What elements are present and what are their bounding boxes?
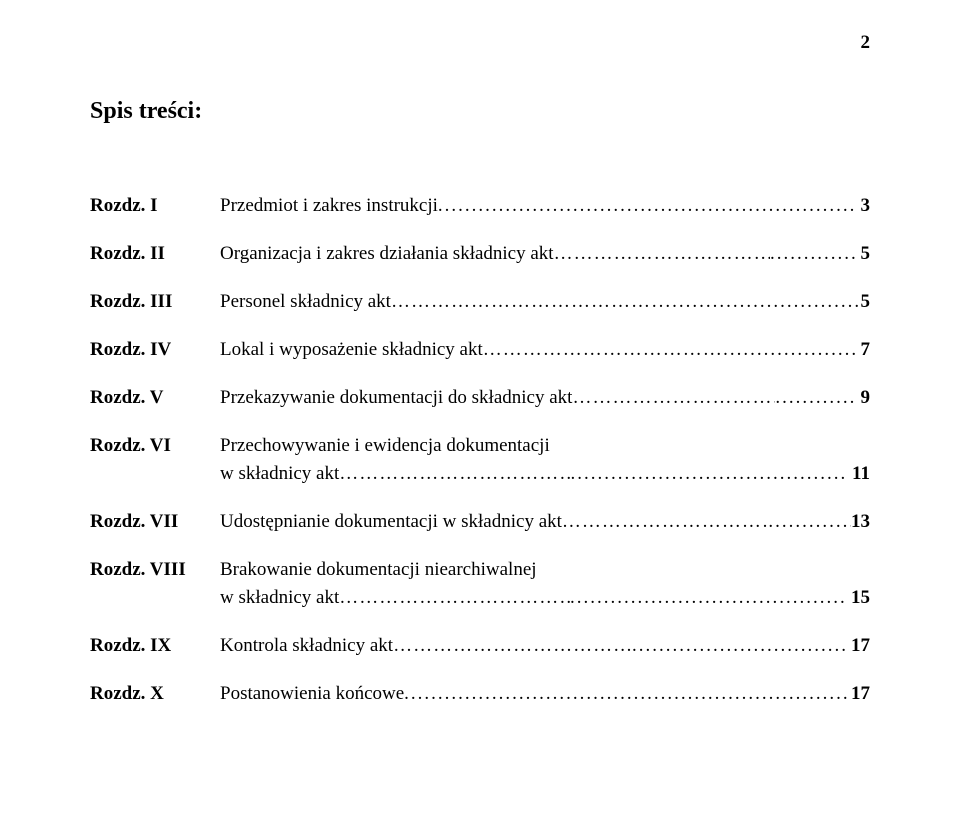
page-title: Spis treści: — [90, 98, 870, 125]
toc-page: 7 — [857, 339, 871, 361]
toc-leader — [632, 635, 847, 657]
toc-label: Rozdz. VIII — [90, 559, 220, 581]
toc-leader — [438, 195, 857, 217]
toc-entry: Postanowienia końcowe 17 — [220, 683, 870, 705]
toc-row: Rozdz. III Personel składnicy akt 5 — [90, 291, 870, 313]
toc-label: Rozdz. II — [90, 243, 220, 265]
toc-page: 15 — [847, 587, 870, 609]
toc-page: 11 — [848, 463, 870, 485]
toc-row: Rozdz. VI Przechowywanie i ewidencja dok… — [90, 435, 870, 457]
toc-leader — [716, 339, 856, 361]
toc-page: 3 — [857, 195, 871, 217]
toc-page: 17 — [847, 683, 870, 705]
toc-row: Rozdz. IV Lokal i wyposażenie składnicy … — [90, 339, 870, 361]
toc-entry: w składnicy akt 15 — [220, 587, 870, 609]
toc-text: Postanowienia końcowe — [220, 683, 404, 705]
toc-text: Personel składnicy akt — [220, 291, 391, 313]
toc-page: 9 — [857, 387, 871, 409]
page-number: 2 — [861, 32, 871, 54]
toc-text: Organizacja i zakres działania składnicy… — [220, 243, 554, 265]
toc-text: Przechowywanie i ewidencja dokumentacji — [220, 435, 550, 457]
toc-page: 13 — [851, 511, 870, 533]
table-of-contents: Rozdz. I Przedmiot i zakres instrukcji 3… — [90, 195, 870, 705]
toc-leader — [768, 511, 851, 533]
toc-label: Rozdz. VII — [90, 511, 220, 533]
toc-label: Rozdz. X — [90, 683, 220, 705]
toc-row: Rozdz. VII Udostępnianie dokumentacji w … — [90, 511, 870, 533]
toc-leader — [570, 587, 847, 609]
toc-leader — [770, 243, 857, 265]
toc-entry: Udostępnianie dokumentacji w składnicy a… — [220, 511, 870, 533]
toc-entry: Przedmiot i zakres instrukcji 3 — [220, 195, 870, 217]
toc-leader — [339, 463, 570, 485]
toc-text: w składnicy akt — [220, 463, 339, 485]
toc-page: 17 — [847, 635, 870, 657]
toc-entry: Organizacja i zakres działania składnicy… — [220, 243, 870, 265]
toc-leader — [404, 683, 847, 705]
toc-leader — [571, 463, 849, 485]
toc-entry: Kontrola składnicy akt 17 — [220, 635, 870, 657]
toc-text: Przedmiot i zakres instrukcji — [220, 195, 438, 217]
toc-row: Rozdz. II Organizacja i zakres działania… — [90, 243, 870, 265]
toc-leader — [652, 291, 861, 313]
toc-leader — [391, 291, 652, 313]
toc-label: Rozdz. IV — [90, 339, 220, 361]
toc-label: Rozdz. I — [90, 195, 220, 217]
toc-leader — [562, 511, 768, 533]
toc-row: Rozdz. IX Kontrola składnicy akt 17 — [90, 635, 870, 657]
toc-text: Kontrola składnicy akt — [220, 635, 393, 657]
toc-entry: Przekazywanie dokumentacji do składnicy … — [220, 387, 870, 409]
toc-row: Rozdz. V Przekazywanie dokumentacji do s… — [90, 387, 870, 409]
toc-leader — [572, 387, 775, 409]
toc-entry: Personel składnicy akt 5 — [220, 291, 870, 313]
toc-leader — [393, 635, 632, 657]
toc-row: w składnicy akt 11 — [90, 463, 870, 485]
toc-row: w składnicy akt 15 — [90, 587, 870, 609]
toc-page: 5 — [861, 291, 871, 313]
toc-entry: Przechowywanie i ewidencja dokumentacji — [220, 435, 870, 457]
toc-label: Rozdz. V — [90, 387, 220, 409]
toc-leader — [483, 339, 717, 361]
toc-label: Rozdz. IX — [90, 635, 220, 657]
toc-entry: Lokal i wyposażenie składnicy akt 7 — [220, 339, 870, 361]
toc-text: Brakowanie dokumentacji niearchiwalnej — [220, 559, 537, 581]
toc-entry: w składnicy akt 11 — [220, 463, 870, 485]
toc-text: Udostępnianie dokumentacji w składnicy a… — [220, 511, 562, 533]
toc-text: Lokal i wyposażenie składnicy akt — [220, 339, 483, 361]
toc-row: Rozdz. VIII Brakowanie dokumentacji niea… — [90, 559, 870, 581]
toc-text: Przekazywanie dokumentacji do składnicy … — [220, 387, 572, 409]
toc-leader — [775, 387, 856, 409]
toc-leader — [339, 587, 570, 609]
toc-leader — [554, 243, 770, 265]
toc-text: w składnicy akt — [220, 587, 339, 609]
toc-label: Rozdz. III — [90, 291, 220, 313]
toc-entry: Brakowanie dokumentacji niearchiwalnej — [220, 559, 870, 581]
toc-row: Rozdz. I Przedmiot i zakres instrukcji 3 — [90, 195, 870, 217]
toc-label: Rozdz. VI — [90, 435, 220, 457]
toc-page: 5 — [857, 243, 871, 265]
toc-row: Rozdz. X Postanowienia końcowe 17 — [90, 683, 870, 705]
